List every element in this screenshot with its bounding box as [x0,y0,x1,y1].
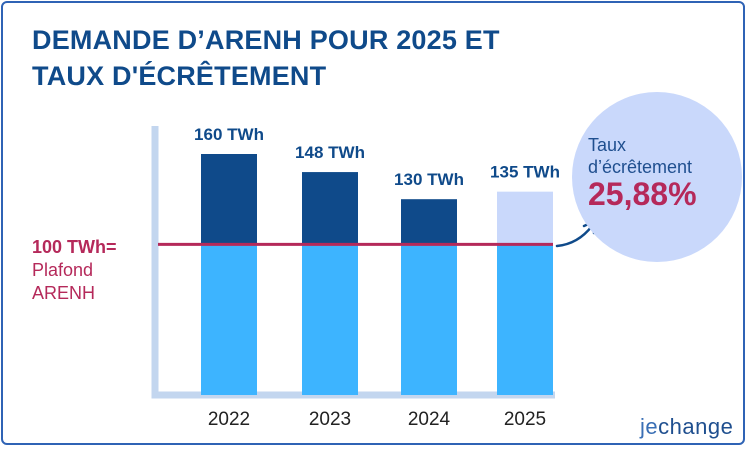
bar-2023-above-cap [302,172,358,245]
cap-annotation: 100 TWh= Plafond ARENH [32,236,117,305]
bar-2025-below-cap [497,244,553,395]
bar-2022-below-cap [201,244,257,395]
x-tick-2025: 2025 [504,409,546,430]
curtailment-rate: 25,88% [588,176,697,212]
title-line-1: DEMANDE D’ARENH POUR 2025 ET [32,25,500,55]
x-tick-2022: 2022 [208,409,250,430]
bar-2022-value-label: 160 TWh [194,125,264,144]
x-tick-2024: 2024 [408,409,451,430]
curtailment-label-line-1: Taux [588,135,627,155]
bar-2024-below-cap [401,244,457,395]
bar-2025-value-label: 135 TWh [490,163,560,182]
bar-2023-value-label: 148 TWh [295,143,365,162]
title-line-2: TAUX D'ÉCRÊTEMENT [32,61,327,91]
jechange-logo: jechange [640,414,733,440]
cap-value: 100 TWh= [32,237,117,257]
curtailment-bubble [572,92,742,262]
x-tick-2023: 2023 [309,409,351,430]
curtailment-label: Taux d’écrêtement [588,134,692,178]
cap-label-line-3: ARENH [32,283,96,303]
bar-2025-above-cap [497,191,553,245]
logo-suffix: change [658,414,734,439]
logo-prefix: je [640,414,659,439]
chart-title: DEMANDE D’ARENH POUR 2025 ET TAUX D'ÉCRÊ… [32,22,500,94]
cap-label-line-2: Plafond [32,260,94,280]
bar-2024-value-label: 130 TWh [394,170,464,189]
curtailment-label-line-2: d’écrêtement [588,157,693,177]
bar-2022-above-cap [201,154,257,245]
bar-2023-below-cap [302,244,358,395]
arrow-curve [555,224,594,248]
bar-2024-above-cap [401,199,457,245]
